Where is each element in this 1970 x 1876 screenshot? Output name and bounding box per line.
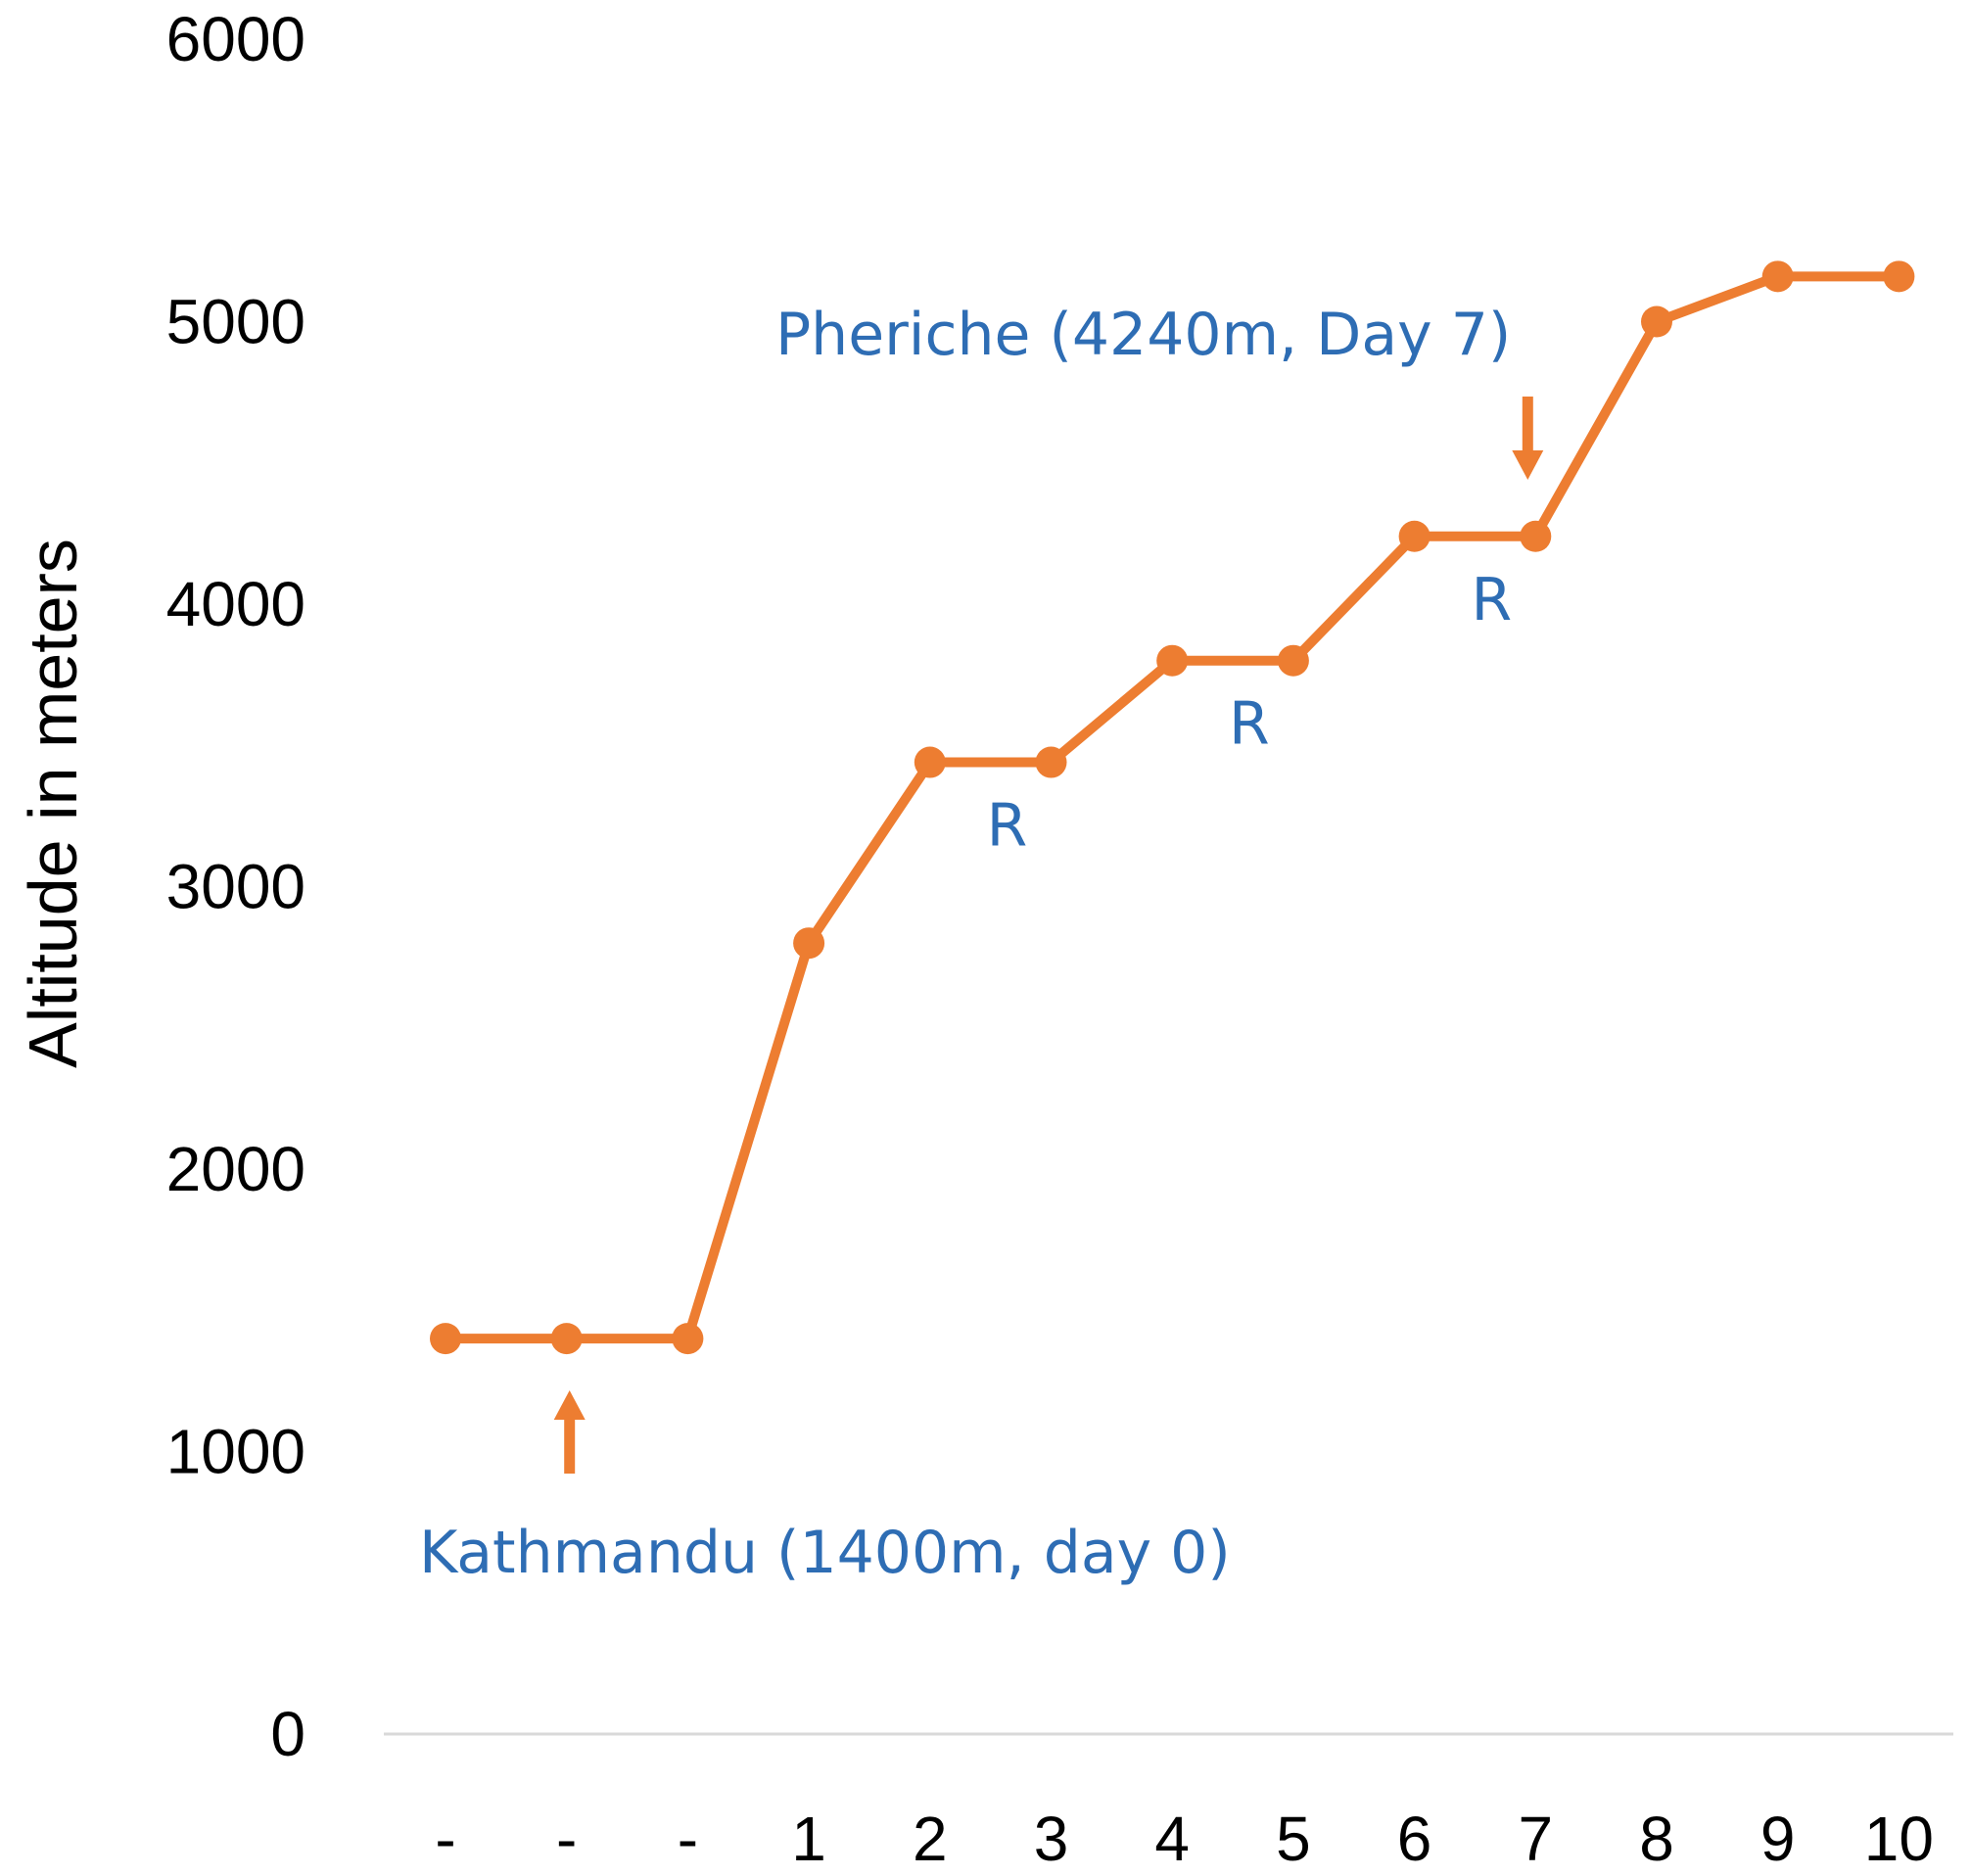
data-point — [1035, 746, 1067, 778]
x-tick-label: 8 — [1639, 1804, 1674, 1874]
y-tick-label: 4000 — [166, 569, 305, 639]
data-point — [1883, 260, 1915, 293]
x-tick-label: 10 — [1864, 1804, 1934, 1874]
x-tick-label: 3 — [1034, 1804, 1069, 1874]
kathmandu-arrow — [553, 1390, 586, 1474]
data-point — [672, 1323, 704, 1355]
y-tick-label: 5000 — [166, 287, 305, 357]
y-tick-label: 1000 — [166, 1417, 305, 1487]
kathmandu-annotation: Kathmandu (1400m, day 0) — [419, 1519, 1231, 1587]
data-point — [1641, 305, 1672, 338]
y-tick-label: 2000 — [166, 1134, 305, 1204]
data-point — [1520, 520, 1552, 552]
x-tick-label: 5 — [1276, 1804, 1311, 1874]
pheriche-annotation: Pheriche (4240m, Day 7) — [775, 301, 1511, 369]
x-tick-label: - — [435, 1804, 455, 1874]
data-point — [1156, 644, 1189, 677]
data-point — [914, 746, 946, 778]
rest-day-label: R — [1471, 566, 1512, 634]
data-point — [1277, 644, 1309, 677]
x-tick-label: 7 — [1519, 1804, 1554, 1874]
y-tick-label: 3000 — [166, 852, 305, 922]
data-point — [550, 1323, 583, 1355]
x-tick-label: 4 — [1154, 1804, 1190, 1874]
data-point — [1398, 520, 1431, 552]
x-tick-label: 2 — [913, 1804, 948, 1874]
series-line — [441, 271, 1904, 1344]
x-tick-label: 6 — [1397, 1804, 1432, 1874]
y-axis-title: Altitude in meters — [15, 539, 91, 1068]
x-tick-label: 1 — [791, 1804, 826, 1874]
rest-day-label: R — [987, 792, 1028, 861]
pheriche-arrow — [1512, 397, 1544, 480]
data-point — [793, 927, 825, 960]
data-point — [1761, 260, 1794, 293]
rest-day-label: R — [1229, 690, 1270, 759]
y-tick-label: 6000 — [166, 4, 305, 74]
y-tick-label: 0 — [270, 1699, 305, 1769]
x-tick-label: - — [678, 1804, 698, 1874]
data-point — [430, 1323, 461, 1355]
x-tick-label: - — [556, 1804, 577, 1874]
x-tick-label: 9 — [1760, 1804, 1796, 1874]
